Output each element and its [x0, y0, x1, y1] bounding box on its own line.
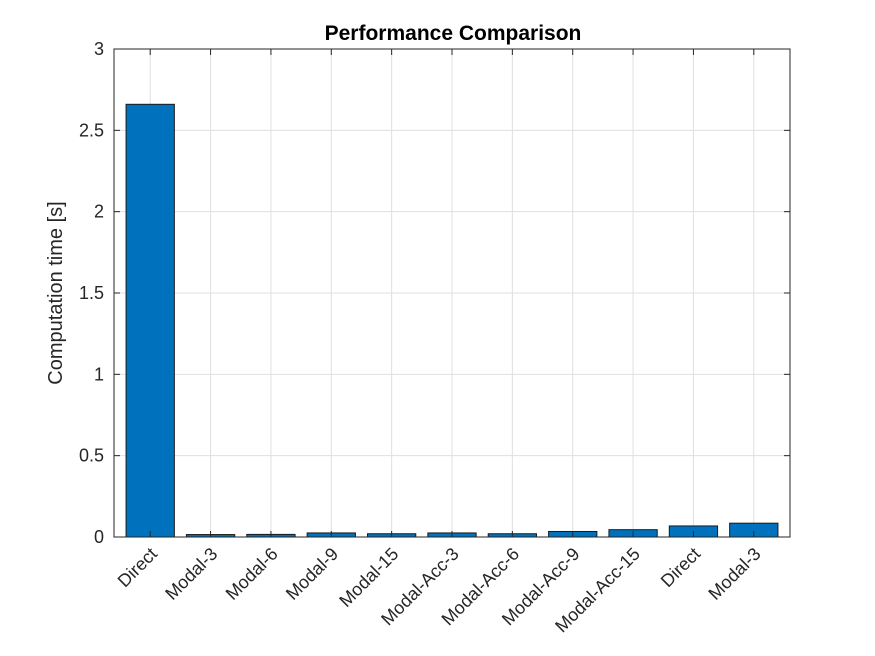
x-tick-label: Direct	[657, 544, 704, 591]
bar-layer	[125, 103, 779, 538]
y-tick-label: 1.5	[79, 283, 104, 303]
x-tick-label: Modal-6	[222, 544, 282, 604]
grid-layer	[114, 48, 790, 538]
x-tick-label: Direct	[114, 544, 161, 591]
y-tick-label: 0.5	[79, 446, 104, 466]
chart-title: Performance Comparison	[325, 22, 582, 45]
y-tick-label: 3	[94, 39, 104, 59]
x-tick-label: Modal-3	[161, 544, 221, 604]
x-axis: Direct Modal-3 Modal-6 Modal-9Modal-15Modal…	[114, 49, 765, 636]
y-tick-label: 1	[94, 364, 104, 384]
y-tick-label: 2.5	[79, 120, 104, 140]
bar-1	[125, 103, 175, 538]
y-tick-label: 2	[94, 202, 104, 222]
x-tick-label: Modal-3	[704, 544, 764, 604]
y-axis-label: Computation time [s]	[45, 201, 67, 384]
y-tick-label: 0	[94, 527, 104, 547]
x-tick-label: Modal-9	[282, 544, 342, 604]
y-axis: 0 0.5 1 1.5 2 2.5 3	[79, 39, 790, 547]
